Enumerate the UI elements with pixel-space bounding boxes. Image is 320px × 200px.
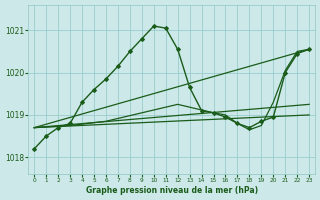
X-axis label: Graphe pression niveau de la mer (hPa): Graphe pression niveau de la mer (hPa) <box>86 186 258 195</box>
